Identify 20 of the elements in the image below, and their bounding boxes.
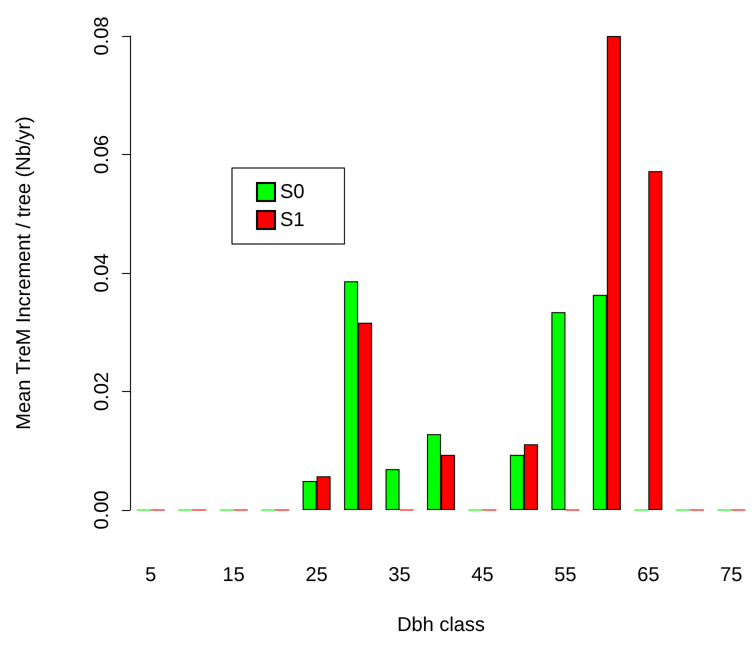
y-tick-label: 0.00 bbox=[91, 490, 113, 530]
y-axis-title: Mean TreM Increment / tree (Nb/yr) bbox=[13, 116, 35, 430]
x-axis-title: Dbh class bbox=[397, 614, 485, 636]
bar bbox=[648, 171, 662, 510]
legend-label: S0 bbox=[280, 181, 304, 203]
y-tick-label: 0.04 bbox=[91, 254, 113, 292]
x-tick-label: 25 bbox=[305, 564, 328, 586]
x-tick-label: 5 bbox=[145, 564, 156, 586]
y-tick-label: 0.06 bbox=[91, 135, 113, 174]
x-tick-label: 15 bbox=[222, 564, 245, 586]
y-tick-label: 0.08 bbox=[91, 16, 113, 56]
x-tick-label: 45 bbox=[471, 564, 494, 586]
y-tick-label: 0.02 bbox=[91, 372, 113, 411]
bar bbox=[551, 312, 566, 510]
legend-label: S1 bbox=[280, 209, 304, 231]
x-tick-label: 35 bbox=[388, 564, 411, 586]
x-tick-label: 75 bbox=[720, 564, 742, 586]
bar bbox=[386, 469, 400, 510]
x-tick-label: 65 bbox=[637, 564, 660, 586]
x-tick-label: 55 bbox=[554, 564, 577, 586]
